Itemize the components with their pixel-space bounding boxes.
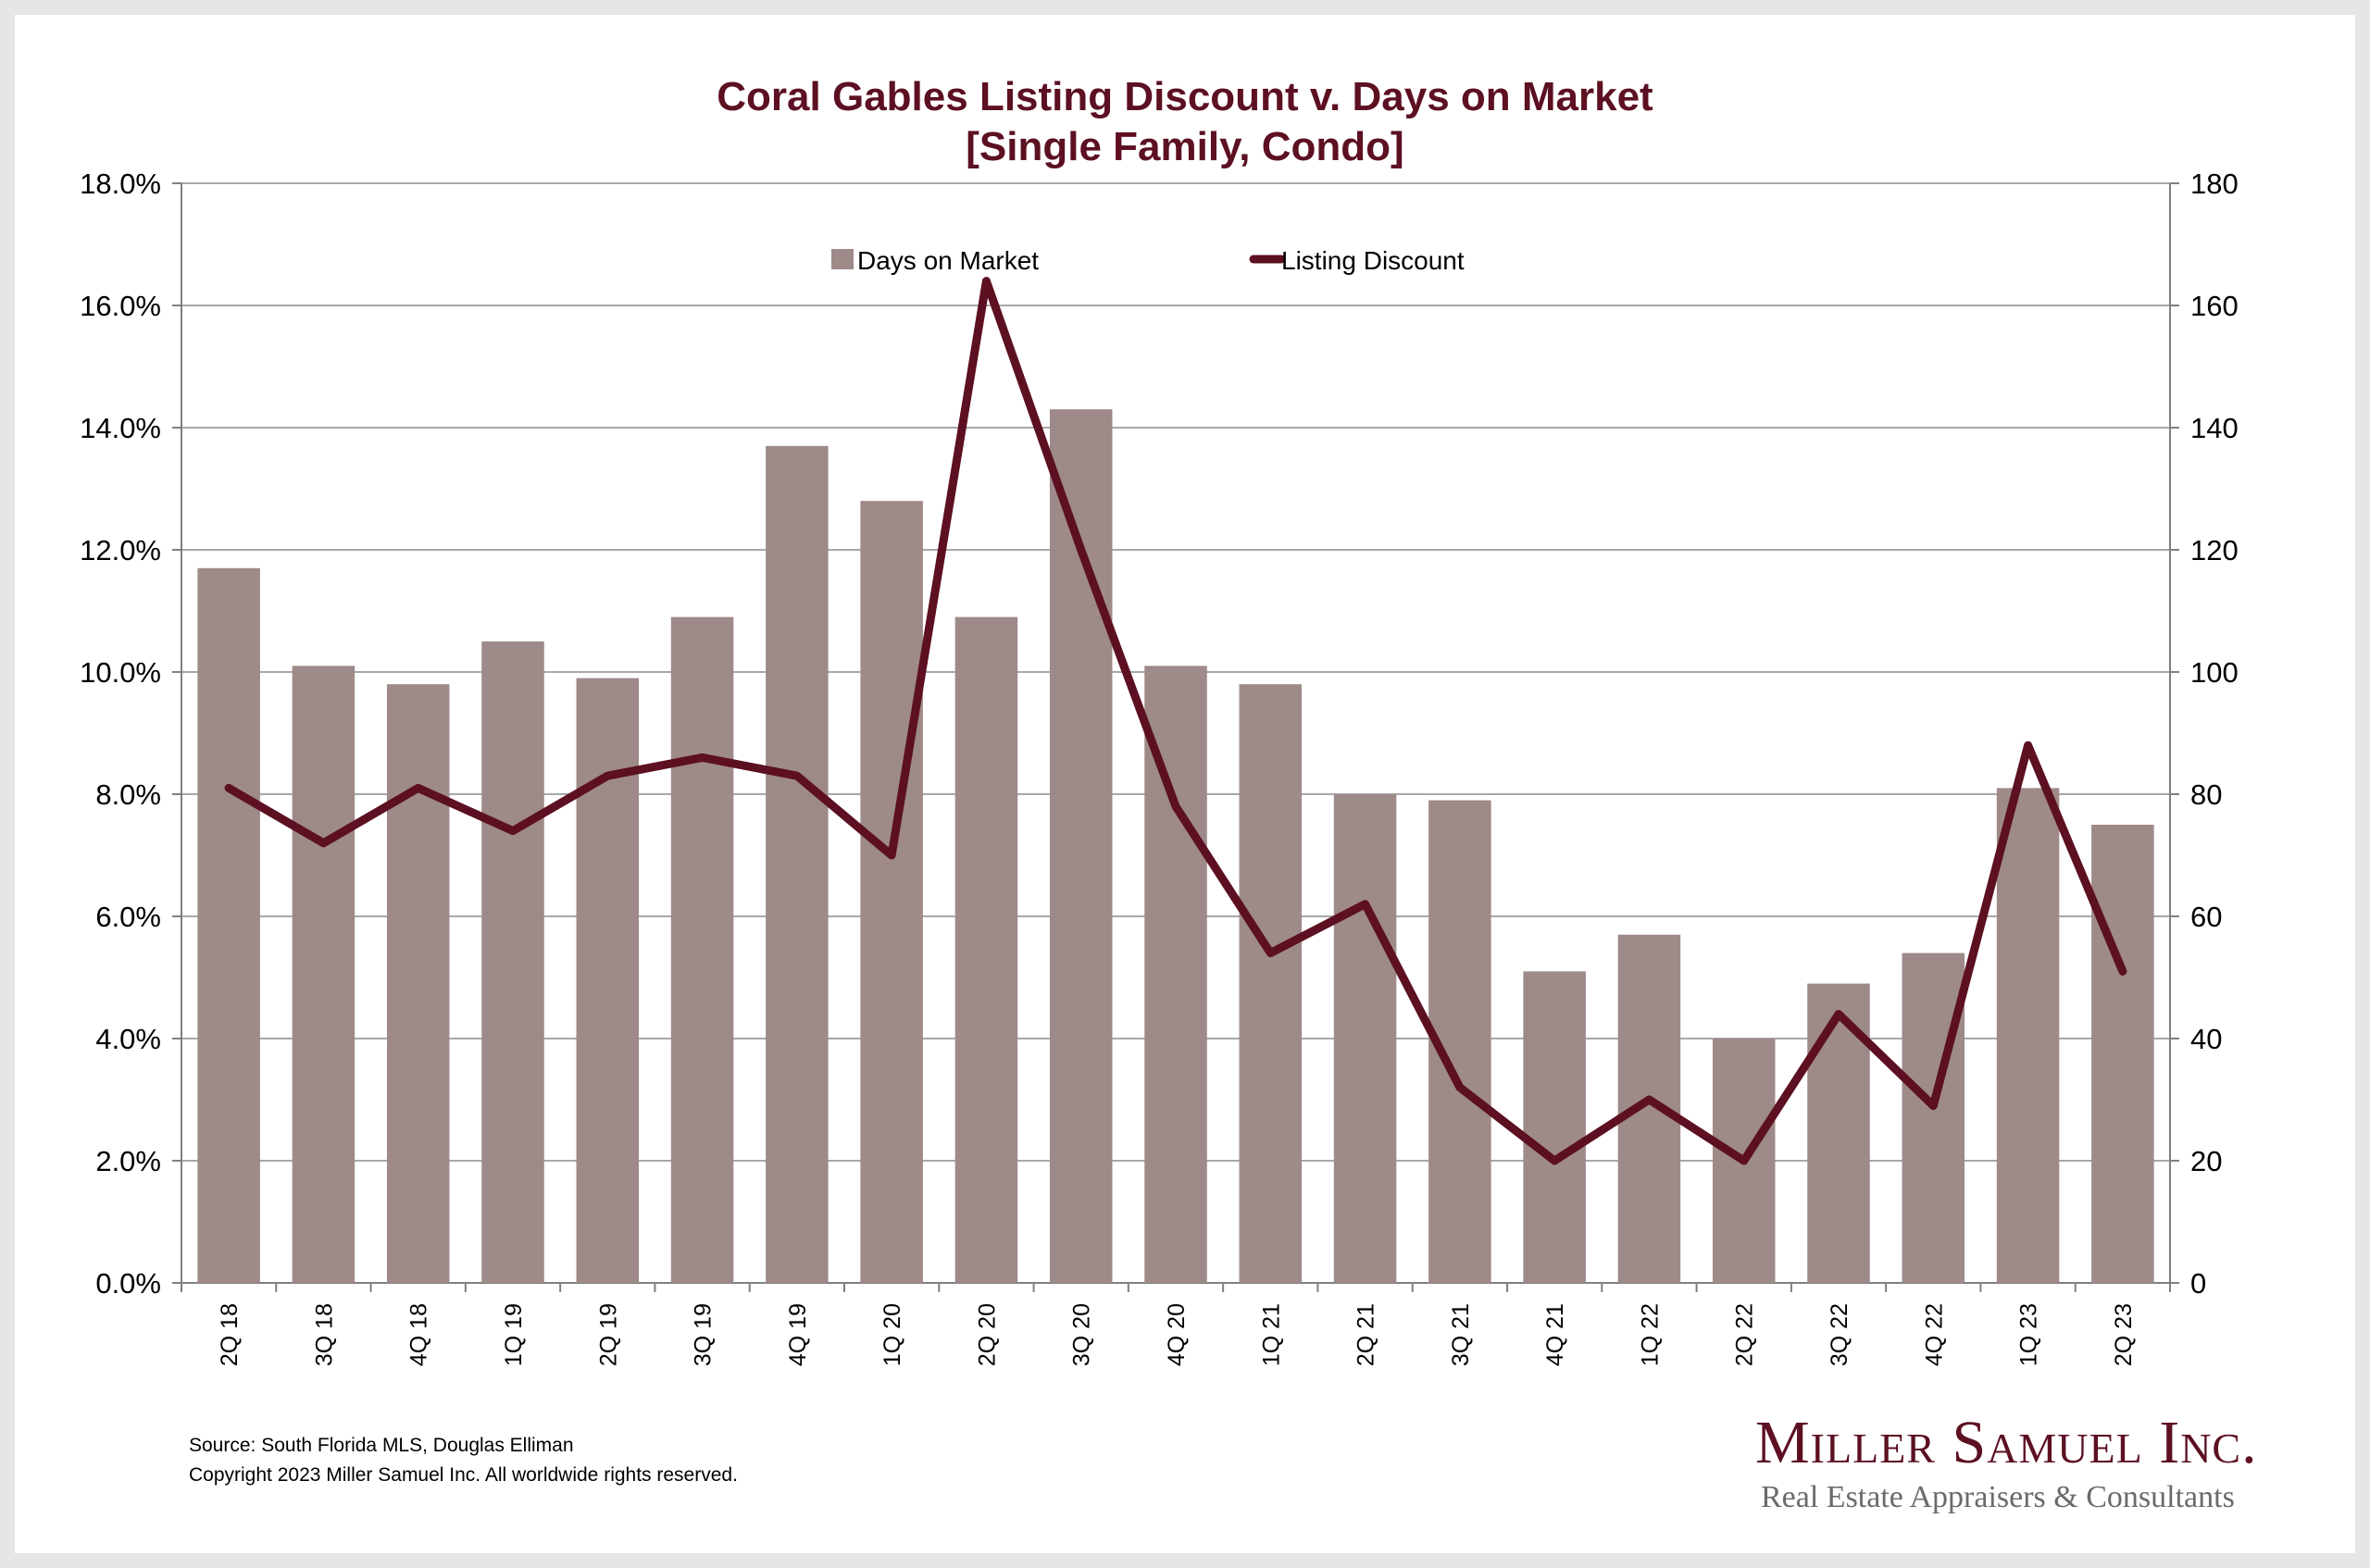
- bar-days-on-market: [860, 501, 923, 1283]
- right-axis-tick-label: 180: [2190, 168, 2239, 200]
- bar-days-on-market: [1523, 971, 1586, 1283]
- x-axis-tick-label: 3Q 22: [1827, 1303, 1852, 1366]
- x-axis-tick-label: 1Q 19: [501, 1303, 527, 1366]
- x-axis-tick-label: 3Q 20: [1069, 1303, 1095, 1366]
- bar-days-on-market: [1239, 684, 1303, 1283]
- left-axis-tick-label: 6.0%: [95, 901, 161, 933]
- bar-days-on-market: [2091, 825, 2154, 1283]
- x-axis-tick-label: 4Q 20: [1164, 1303, 1190, 1366]
- right-axis-tick-label: 120: [2190, 534, 2239, 566]
- x-axis-tick-label: 2Q 22: [1732, 1303, 1758, 1366]
- bar-days-on-market: [1902, 952, 1965, 1283]
- source-text: Source: South Florida MLS, Douglas Ellim…: [189, 1435, 574, 1456]
- x-axis-tick-label: 3Q 21: [1448, 1303, 1474, 1366]
- legend-label-days-on-market: Days on Market: [857, 246, 1039, 275]
- x-axis-tick-label: 1Q 21: [1258, 1303, 1284, 1366]
- x-axis-tick-label: 3Q 19: [691, 1303, 717, 1366]
- chart-subtitle: [Single Family, Condo]: [966, 124, 1404, 169]
- x-axis-tick-label: 1Q 23: [2016, 1303, 2042, 1366]
- x-axis-tick-label: 3Q 18: [311, 1303, 337, 1366]
- right-axis-tick-label: 100: [2190, 656, 2239, 689]
- right-axis-tick-label: 80: [2190, 778, 2222, 811]
- legend-swatch-days-on-market: [831, 249, 854, 269]
- x-axis-tick-label: 2Q 21: [1353, 1303, 1379, 1366]
- bar-days-on-market: [197, 567, 260, 1283]
- left-axis-tick-label: 18.0%: [80, 168, 161, 200]
- x-axis-tick-label: 4Q 21: [1542, 1303, 1568, 1366]
- left-axis-tick-label: 8.0%: [95, 778, 161, 811]
- logo-name: Miller Samuel Inc.: [1755, 1409, 2258, 1476]
- bar-days-on-market: [481, 641, 544, 1283]
- x-axis-tick-label: 4Q 19: [785, 1303, 811, 1366]
- left-axis-tick-label: 2.0%: [95, 1145, 161, 1177]
- bar-days-on-market: [670, 616, 734, 1283]
- left-axis-tick-label: 10.0%: [80, 656, 161, 689]
- x-axis-tick-label: 1Q 22: [1637, 1303, 1663, 1366]
- bar-days-on-market: [1807, 983, 1870, 1283]
- x-axis-tick-label: 2Q 18: [217, 1303, 243, 1366]
- x-axis-tick-label: 2Q 19: [595, 1303, 621, 1366]
- company-logo: Miller Samuel Inc. Real Estate Appraiser…: [1755, 1409, 2258, 1518]
- x-axis-tick-label: 2Q 20: [974, 1303, 1000, 1366]
- x-axis-tick-label: 4Q 18: [406, 1303, 432, 1366]
- right-axis-tick-label: 60: [2190, 901, 2222, 933]
- left-axis-tick-label: 4.0%: [95, 1023, 161, 1055]
- left-axis-tick-label: 16.0%: [80, 290, 161, 322]
- bar-days-on-market: [292, 666, 356, 1283]
- right-axis-tick-label: 0: [2190, 1267, 2206, 1300]
- bar-days-on-market: [766, 445, 829, 1283]
- left-axis-tick-label: 14.0%: [80, 412, 161, 444]
- x-axis-tick-label: 4Q 22: [1921, 1303, 1947, 1366]
- right-axis-tick-label: 140: [2190, 412, 2239, 444]
- left-axis-tick-label: 12.0%: [80, 534, 161, 566]
- right-axis-tick-label: 160: [2190, 290, 2239, 322]
- chart-title-block: Coral Gables Listing Discount v. Days on…: [15, 72, 2355, 172]
- bar-days-on-market: [1333, 794, 1397, 1283]
- legend-label-listing-discount: Listing Discount: [1281, 246, 1465, 275]
- bar-days-on-market: [386, 684, 450, 1283]
- x-axis-tick-label: 1Q 20: [879, 1303, 905, 1366]
- chart-title: Coral Gables Listing Discount v. Days on…: [717, 74, 1653, 119]
- chart-svg: 0.0% 0 2.0% 20 4.0% 40 6.0% 60 8.0% 80 10.0% 100 12.…: [80, 168, 2239, 1366]
- logo-tagline: Real Estate Appraisers & Consultants: [1761, 1480, 2235, 1514]
- right-axis-tick-label: 40: [2190, 1023, 2222, 1055]
- chart-card: 0.0% 0 2.0% 20 4.0% 40 6.0% 60 8.0% 80 10.0% 100 12.…: [15, 15, 2355, 1553]
- bar-days-on-market: [954, 616, 1018, 1283]
- source-note: Source: South Florida MLS, Douglas Ellim…: [189, 1431, 738, 1490]
- bar-days-on-market: [1144, 666, 1207, 1283]
- copyright-text: Copyright 2023 Miller Samuel Inc. All wo…: [189, 1464, 738, 1486]
- bar-days-on-market: [1996, 788, 2060, 1283]
- left-axis-tick-label: 0.0%: [95, 1267, 161, 1300]
- right-axis-tick-label: 20: [2190, 1145, 2222, 1177]
- x-axis-tick-label: 2Q 23: [2111, 1303, 2137, 1366]
